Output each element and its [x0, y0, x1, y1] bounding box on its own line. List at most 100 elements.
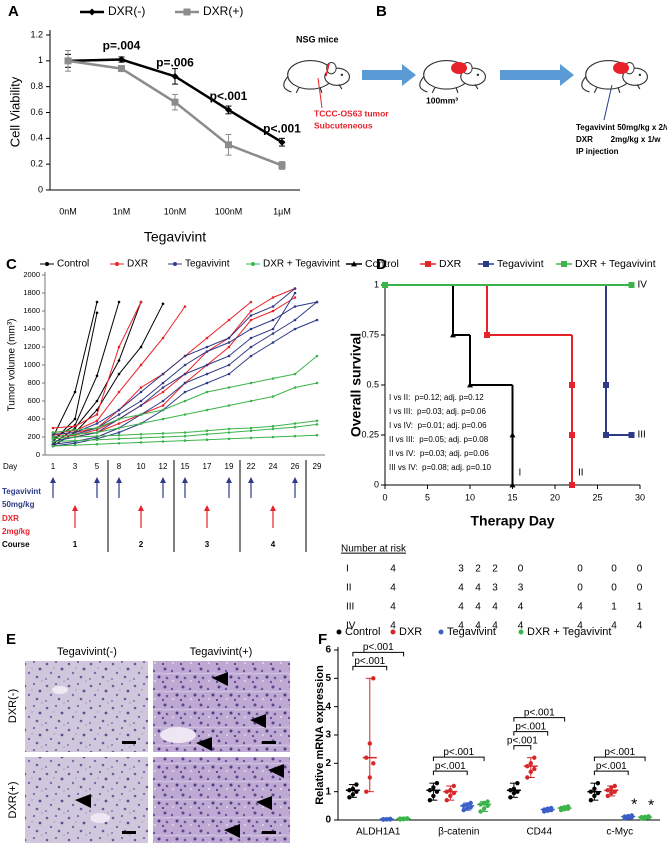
x-tick-label: 12 — [159, 462, 168, 471]
schedule-label: 50mg/kg — [2, 500, 35, 509]
course-label: 2 — [139, 540, 144, 549]
marker — [227, 363, 231, 367]
marker — [293, 291, 297, 295]
tumor — [451, 62, 467, 74]
y-tick-label: 1200 — [23, 342, 40, 351]
legend-label: DXR(-) — [108, 4, 145, 18]
marker — [381, 816, 386, 822]
legend-label: DXR — [439, 258, 462, 270]
tegavivint-dose-head — [94, 477, 100, 483]
y-tick-label: 400 — [27, 414, 40, 423]
marker — [388, 816, 393, 822]
mouse-icon — [283, 60, 351, 94]
marker — [117, 359, 121, 362]
panel-label: F — [318, 631, 327, 648]
marker — [117, 422, 121, 425]
x-tick-label: 15 — [507, 492, 517, 502]
marker — [271, 296, 275, 299]
marker — [549, 805, 554, 811]
marker — [271, 327, 275, 331]
marker — [448, 793, 453, 799]
marker — [117, 426, 121, 430]
risk-value: 3 — [518, 583, 524, 594]
marker — [354, 789, 359, 794]
row-header: DXR(+) — [7, 782, 19, 819]
course-label: 1 — [73, 540, 78, 549]
marker — [161, 440, 165, 443]
marker — [51, 437, 55, 441]
significance-bracket — [432, 756, 485, 762]
y-tick-label: 200 — [27, 432, 40, 441]
lumen — [160, 727, 196, 743]
marker — [139, 436, 143, 440]
marker — [293, 318, 297, 322]
risk-value: 4 — [458, 602, 464, 613]
tegavivint-dose-head — [116, 477, 122, 483]
x-tick-label: 1µM — [273, 206, 291, 216]
group-label: IV — [638, 280, 648, 291]
y-axis-label: Overall survival — [348, 333, 364, 437]
risk-value: 0 — [577, 583, 583, 594]
arrowhead — [250, 714, 266, 728]
risk-value: 4 — [492, 621, 498, 632]
x-tick-label: 0nM — [59, 206, 77, 216]
x-tick-label: 25 — [592, 492, 602, 502]
marker — [315, 433, 319, 437]
series-line — [52, 312, 98, 442]
marker — [171, 72, 179, 80]
marker — [485, 799, 490, 804]
marker — [293, 296, 297, 299]
dxr-dose-head — [138, 505, 144, 511]
row-header: DXR(-) — [7, 689, 19, 723]
marker — [249, 327, 253, 331]
scale-bar — [262, 831, 276, 834]
y-tick-label: 0.4 — [30, 133, 43, 143]
marker — [511, 790, 517, 796]
risk-value: 0 — [577, 564, 583, 575]
x-tick-label: β-catenin — [438, 827, 479, 838]
diagram-text: Subcuteneous — [314, 120, 373, 130]
y-tick-label: 0 — [38, 184, 43, 194]
marker — [183, 354, 187, 358]
diagram-text: DXR 2mg/kg x 1/w — [576, 135, 661, 144]
significance-bracket — [432, 770, 468, 776]
series-line — [52, 288, 296, 435]
x-axis-label: Day — [3, 462, 17, 471]
legend-marker — [390, 629, 396, 635]
marker — [569, 382, 575, 388]
risk-value: 2 — [475, 564, 481, 575]
y-tick-label: 1 — [374, 279, 379, 289]
scale-bar — [122, 741, 136, 744]
marker — [95, 408, 99, 412]
legend-label: DXR — [127, 259, 148, 270]
marker — [205, 433, 209, 436]
marker — [642, 814, 648, 820]
y-tick-label: 600 — [27, 396, 40, 405]
marker — [545, 806, 550, 811]
x-tick-label: 1 — [51, 462, 56, 471]
marker — [461, 803, 466, 809]
marker — [205, 345, 209, 349]
marker — [161, 417, 165, 421]
risk-value: 4 — [611, 621, 617, 632]
legend-marker — [45, 262, 49, 266]
marker — [525, 763, 530, 769]
marker — [161, 435, 165, 439]
legend-label: Control — [57, 259, 89, 270]
risk-value: 1 — [637, 602, 643, 613]
column-header: Tegavivint(+) — [190, 646, 253, 658]
marker — [444, 797, 449, 803]
marker — [51, 442, 55, 446]
legend-label: DXR + Tegavivint — [263, 259, 340, 270]
marker — [139, 399, 143, 403]
x-tick-label: 20 — [550, 492, 560, 502]
marker — [646, 814, 651, 819]
marker — [271, 424, 275, 428]
marker — [139, 390, 143, 394]
marker — [628, 282, 635, 288]
legend-label: Tegavivint — [185, 259, 230, 270]
marker — [315, 318, 319, 322]
legend-label: DXR + Tegavivint — [527, 626, 611, 638]
marker — [139, 404, 143, 407]
tegavivint-dose-head — [292, 477, 298, 483]
